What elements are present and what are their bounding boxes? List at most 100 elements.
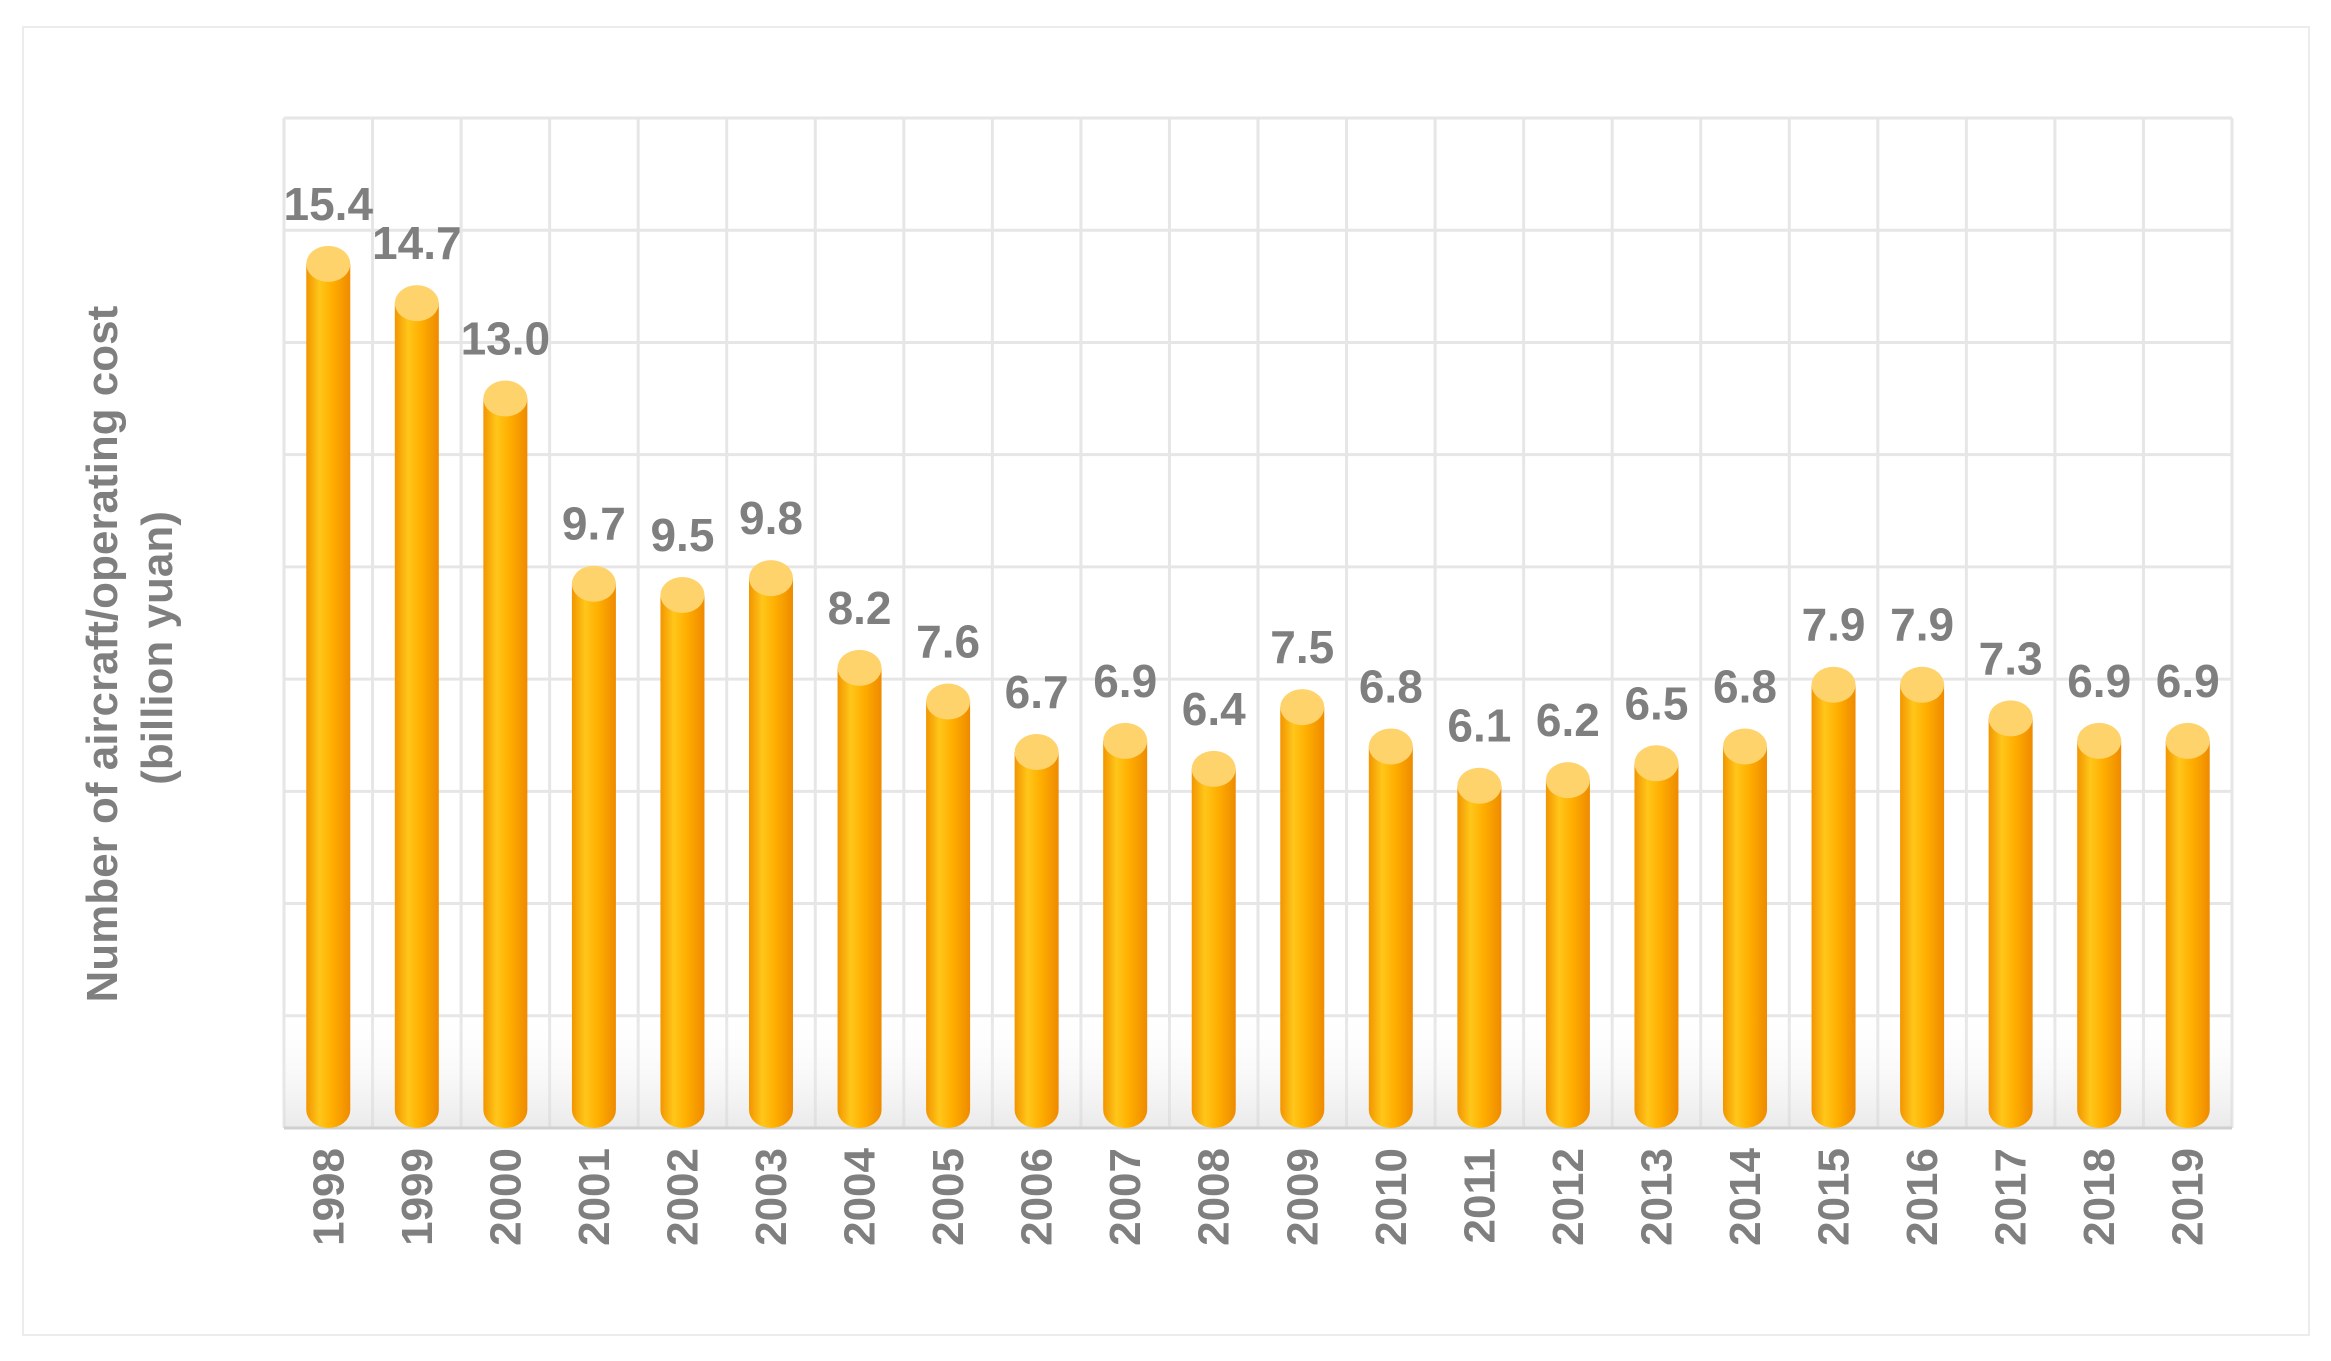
x-tick-label: 2009 bbox=[1278, 1148, 1327, 1246]
bar-cap bbox=[1900, 666, 1945, 703]
bar-body bbox=[2165, 740, 2210, 1128]
bar-cap bbox=[306, 245, 351, 282]
x-tick-label: 2010 bbox=[1367, 1148, 1416, 1246]
bar-cap bbox=[394, 285, 439, 322]
x-tick-label: 2002 bbox=[658, 1148, 707, 1246]
bar-body bbox=[483, 398, 528, 1128]
bar-body bbox=[306, 263, 351, 1128]
bar bbox=[394, 285, 439, 1129]
x-tick-label: 2007 bbox=[1101, 1148, 1150, 1246]
bar-cap bbox=[1723, 728, 1767, 765]
bar-body bbox=[1014, 752, 1059, 1128]
bar-body bbox=[1545, 780, 1590, 1128]
bar bbox=[1280, 689, 1325, 1128]
x-tick-label: 2019 bbox=[2164, 1148, 2213, 1246]
bar-cap bbox=[926, 683, 971, 720]
data-label: 6.5 bbox=[1624, 677, 1688, 729]
x-tick-label: 2014 bbox=[1721, 1147, 1770, 1245]
bar-cap bbox=[837, 649, 882, 686]
bar-body bbox=[1103, 740, 1148, 1128]
bar-cap bbox=[1811, 666, 1856, 703]
bar-body bbox=[1368, 746, 1413, 1128]
bar-cap bbox=[1368, 728, 1413, 765]
x-tick-label: 2017 bbox=[1987, 1148, 2036, 1246]
bar bbox=[660, 576, 705, 1128]
bar bbox=[926, 683, 971, 1128]
bar-chart: 15.414.7 13.0 9.7 9.5 9.8 8.2 7.6 6.7 6.9 6.4 7.5 6… bbox=[78, 116, 2234, 1246]
bar-cap bbox=[1191, 750, 1236, 787]
data-label: 6.8 bbox=[1359, 660, 1423, 712]
bar-body bbox=[1723, 746, 1767, 1128]
x-tick-label: 2008 bbox=[1190, 1148, 1239, 1246]
data-labels: 15.414.7 13.0 9.7 9.5 9.8 8.2 7.6 6.7 6.9 6.4 7.5 6… bbox=[284, 178, 2220, 752]
x-tick-label: 1999 bbox=[393, 1148, 442, 1246]
bar-cap bbox=[483, 380, 528, 417]
data-label: 6.9 bbox=[1093, 655, 1157, 707]
bar bbox=[483, 380, 528, 1128]
x-tick-label: 2006 bbox=[1013, 1148, 1062, 1246]
bar-body bbox=[571, 583, 616, 1128]
bar bbox=[2165, 722, 2210, 1128]
bar bbox=[1014, 734, 1059, 1128]
bar-cap bbox=[749, 560, 793, 597]
bar-body bbox=[926, 701, 971, 1128]
x-tick-label: 2001 bbox=[570, 1148, 619, 1246]
bar-body bbox=[1457, 785, 1502, 1128]
x-tick-label: 2016 bbox=[1898, 1148, 1947, 1246]
x-tick-label: 2004 bbox=[836, 1147, 885, 1245]
data-label: 6.9 bbox=[2067, 655, 2131, 707]
bar bbox=[1900, 666, 1945, 1128]
bar bbox=[1103, 722, 1148, 1128]
bar-body bbox=[837, 667, 882, 1128]
data-label: 9.5 bbox=[650, 509, 714, 561]
bar-cap bbox=[1014, 734, 1059, 771]
data-label: 13.0 bbox=[461, 313, 551, 365]
data-label: 6.7 bbox=[1005, 666, 1069, 718]
bar-cap bbox=[2165, 722, 2210, 759]
bar-cap bbox=[2077, 722, 2122, 759]
bar-cap bbox=[1103, 722, 1148, 759]
bar bbox=[1988, 700, 2033, 1128]
data-label: 9.7 bbox=[562, 498, 626, 550]
x-tick-label: 2013 bbox=[1632, 1148, 1681, 1246]
bar-body bbox=[1900, 684, 1945, 1128]
data-label: 7.6 bbox=[916, 616, 980, 668]
y-axis-title: Number of aircraft/operating cost (billi… bbox=[78, 293, 182, 1002]
bar-body bbox=[1811, 684, 1856, 1128]
bar bbox=[1723, 728, 1767, 1128]
bar bbox=[2077, 722, 2122, 1128]
bar-body bbox=[394, 303, 439, 1129]
data-label: 6.9 bbox=[2156, 655, 2220, 707]
bar bbox=[837, 649, 882, 1128]
x-tick-label: 1998 bbox=[304, 1148, 353, 1246]
data-label: 6.4 bbox=[1182, 683, 1246, 735]
chart-frame: 15.4 14.7 13.0 9.7 9.5 9.8 8.2 7.6 6.7 6.9 6.4 7.5 6… bbox=[22, 26, 2310, 1336]
bar-cap bbox=[1280, 689, 1325, 726]
bar bbox=[749, 560, 793, 1128]
x-tick-label: 2015 bbox=[1810, 1148, 1859, 1246]
bar-cap bbox=[1634, 745, 1679, 782]
bar-body bbox=[660, 594, 705, 1128]
bar bbox=[1545, 762, 1590, 1128]
bar bbox=[1457, 767, 1502, 1128]
x-tick-label: 2018 bbox=[2075, 1148, 2124, 1246]
bar-body bbox=[1280, 707, 1325, 1128]
bars bbox=[306, 245, 2210, 1129]
data-label: 6.2 bbox=[1536, 694, 1600, 746]
x-tick-label: 2012 bbox=[1544, 1148, 1593, 1246]
bar-body bbox=[2077, 740, 2122, 1128]
bar-cap bbox=[660, 576, 705, 613]
bar bbox=[1634, 745, 1679, 1128]
bar-cap bbox=[1988, 700, 2033, 737]
bar-body bbox=[1191, 768, 1236, 1128]
data-label: 7.3 bbox=[1979, 632, 2043, 684]
data-label: 14.7 bbox=[372, 217, 462, 269]
data-label: 15.4 bbox=[284, 178, 374, 230]
data-label: 6.1 bbox=[1447, 700, 1511, 752]
data-label: 7.9 bbox=[1890, 599, 1954, 651]
bar-body bbox=[1634, 763, 1679, 1128]
bar-body bbox=[1988, 718, 2033, 1128]
bar-body bbox=[749, 578, 793, 1128]
data-label: 9.8 bbox=[739, 492, 803, 544]
x-tick-label: 2003 bbox=[747, 1148, 796, 1246]
